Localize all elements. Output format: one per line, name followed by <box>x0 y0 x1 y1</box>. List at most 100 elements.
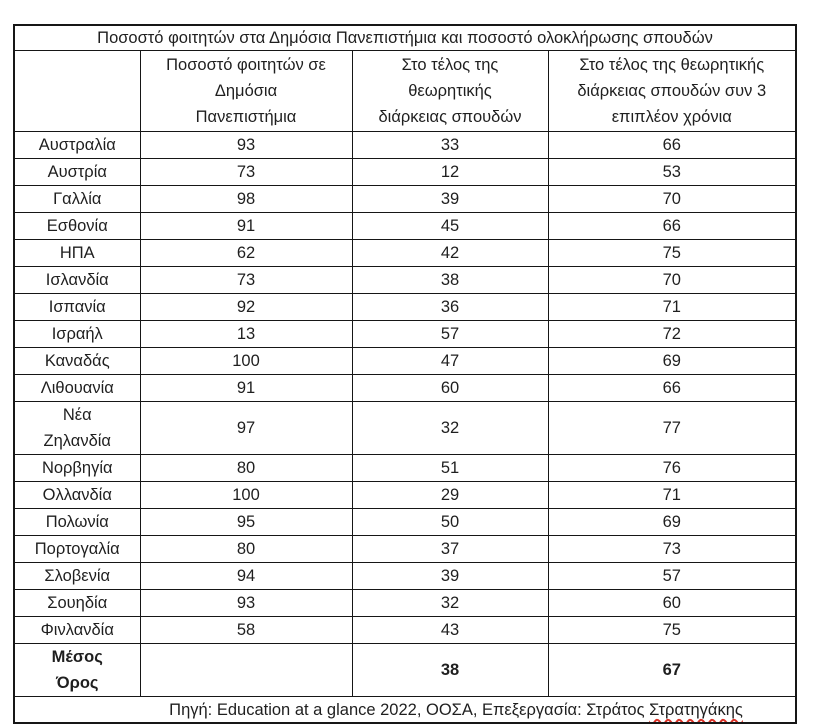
table-row: Πορτογαλία 80 37 73 <box>13 535 797 563</box>
value-cell: 45 <box>351 212 549 240</box>
value-cell: 60 <box>351 374 549 402</box>
table-footer-row: Πηγή: Education at a glance 2022, ΟΟΣΑ, … <box>13 696 797 724</box>
table-row: Φινλανδία 58 43 75 <box>13 616 797 644</box>
value-cell: 91 <box>139 212 353 240</box>
value-cell: 13 <box>139 320 353 348</box>
country-cell: Σλοβενία <box>13 562 141 590</box>
value-cell: 39 <box>351 562 549 590</box>
value-cell: 80 <box>139 535 353 563</box>
table-row: Λιθουανία 91 60 66 <box>13 374 797 402</box>
country-cell: Πολωνία <box>13 508 141 536</box>
country-cell: Αυστραλία <box>13 131 141 159</box>
value-cell: 66 <box>547 212 797 240</box>
value-cell: 76 <box>547 454 797 482</box>
value-cell: 57 <box>547 562 797 590</box>
table-row: Σλοβενία 94 39 57 <box>13 562 797 590</box>
table-header-row: Ποσοστό φοιτητών σε Δημόσια Πανεπιστήμια… <box>13 50 797 132</box>
value-cell: 70 <box>547 185 797 213</box>
table-body: Αυστραλία 93 33 66 Αυστρία 73 12 53 Γαλλία 98 39 70… <box>13 131 797 697</box>
value-cell: 69 <box>547 508 797 536</box>
country-cell: Πορτογαλία <box>13 535 141 563</box>
value-cell: 50 <box>351 508 549 536</box>
value-cell: 12 <box>351 158 549 186</box>
value-cell: 80 <box>139 454 353 482</box>
value-cell: 38 <box>351 266 549 294</box>
value-cell: 92 <box>139 293 353 321</box>
country-cell: Μέσος Όρος <box>13 643 141 697</box>
country-cell: Εσθονία <box>13 212 141 240</box>
country-cell: Ισραήλ <box>13 320 141 348</box>
value-cell: 29 <box>351 481 549 509</box>
value-cell: 37 <box>351 535 549 563</box>
table-row: Νέα Ζηλανδία 97 32 77 <box>13 401 797 455</box>
value-cell: 71 <box>547 481 797 509</box>
value-cell: 39 <box>351 185 549 213</box>
value-cell: 51 <box>351 454 549 482</box>
misspelled-word: Στρατηγάκης <box>649 700 743 719</box>
country-cell: Ισλανδία <box>13 266 141 294</box>
value-cell: 57 <box>351 320 549 348</box>
table-title: Ποσοστό φοιτητών στα Δημόσια Πανεπιστήμι… <box>13 24 797 51</box>
country-cell: Αυστρία <box>13 158 141 186</box>
country-cell: Σουηδία <box>13 589 141 617</box>
table-row: Σουηδία 93 32 60 <box>13 589 797 617</box>
value-cell: 73 <box>547 535 797 563</box>
table-row: Νορβηγία 80 51 76 <box>13 454 797 482</box>
value-cell: 53 <box>547 158 797 186</box>
value-cell: 67 <box>547 643 797 697</box>
value-cell: 100 <box>139 347 353 375</box>
value-cell: 95 <box>139 508 353 536</box>
column-header-public-university-pct: Ποσοστό φοιτητών σε Δημόσια Πανεπιστήμια <box>139 50 353 132</box>
value-cell: 72 <box>547 320 797 348</box>
value-cell: 73 <box>139 158 353 186</box>
column-header-theoretical-plus-3-years: Στο τέλος της θεωρητικής διάρκειας σπουδ… <box>547 50 797 132</box>
country-cell: ΗΠΑ <box>13 239 141 267</box>
table-row: Γαλλία 98 39 70 <box>13 185 797 213</box>
value-cell: 97 <box>139 401 353 455</box>
value-cell: 58 <box>139 616 353 644</box>
country-cell: Γαλλία <box>13 185 141 213</box>
value-cell: 33 <box>351 131 549 159</box>
value-cell: 94 <box>139 562 353 590</box>
table-row: ΗΠΑ 62 42 75 <box>13 239 797 267</box>
table-row: Καναδάς 100 47 69 <box>13 347 797 375</box>
value-cell: 42 <box>351 239 549 267</box>
value-cell: 70 <box>547 266 797 294</box>
value-cell: 98 <box>139 185 353 213</box>
value-cell: 36 <box>351 293 549 321</box>
value-cell <box>139 643 353 697</box>
table-row: Αυστραλία 93 33 66 <box>13 131 797 159</box>
value-cell: 71 <box>547 293 797 321</box>
students-completion-table: Ποσοστό φοιτητών στα Δημόσια Πανεπιστήμι… <box>13 24 798 724</box>
country-cell: Νέα Ζηλανδία <box>13 401 141 455</box>
source-text: Πηγή: Education at a glance 2022, ΟΟΣΑ, … <box>169 700 650 719</box>
value-cell: 91 <box>139 374 353 402</box>
country-cell: Ισπανία <box>13 293 141 321</box>
value-cell: 60 <box>547 589 797 617</box>
table-title-row: Ποσοστό φοιτητών στα Δημόσια Πανεπιστήμι… <box>13 24 797 51</box>
value-cell: 32 <box>351 401 549 455</box>
value-cell: 69 <box>547 347 797 375</box>
table-row: Ισραήλ 13 57 72 <box>13 320 797 348</box>
table-row-average: Μέσος Όρος 38 67 <box>13 643 797 697</box>
value-cell: 66 <box>547 374 797 402</box>
column-header-end-of-theoretical-duration: Στο τέλος της θεωρητικής διάρκειας σπουδ… <box>351 50 549 132</box>
country-cell: Καναδάς <box>13 347 141 375</box>
value-cell: 66 <box>547 131 797 159</box>
table-row: Ισλανδία 73 38 70 <box>13 266 797 294</box>
country-cell: Λιθουανία <box>13 374 141 402</box>
table-row: Αυστρία 73 12 53 <box>13 158 797 186</box>
value-cell: 100 <box>139 481 353 509</box>
source-footer: Πηγή: Education at a glance 2022, ΟΟΣΑ, … <box>13 696 797 724</box>
value-cell: 75 <box>547 239 797 267</box>
value-cell: 38 <box>351 643 549 697</box>
value-cell: 32 <box>351 589 549 617</box>
table-row: Ολλανδία 100 29 71 <box>13 481 797 509</box>
table-row: Ισπανία 92 36 71 <box>13 293 797 321</box>
column-header-country <box>13 50 141 132</box>
country-cell: Φινλανδία <box>13 616 141 644</box>
value-cell: 62 <box>139 239 353 267</box>
value-cell: 93 <box>139 589 353 617</box>
value-cell: 75 <box>547 616 797 644</box>
